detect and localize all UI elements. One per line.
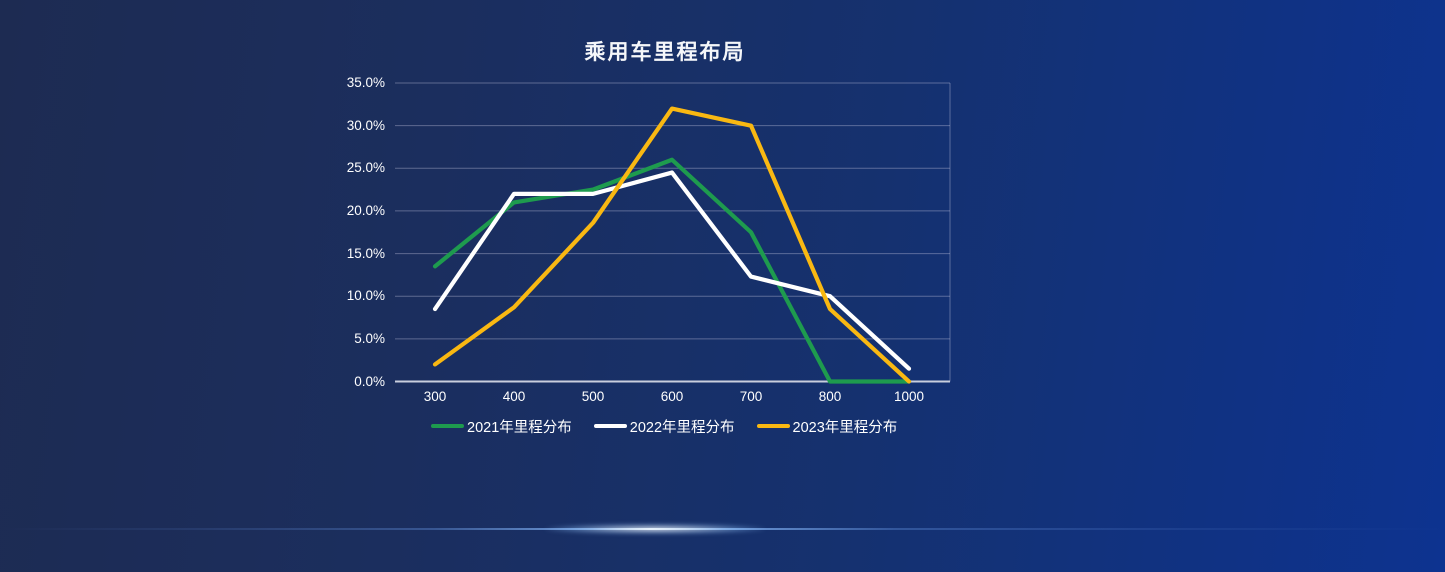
- y-tick-label: 10.0%: [346, 288, 385, 304]
- legend-label: 2023年里程分布: [792, 419, 898, 436]
- series-line-2023[interactable]: [432, 106, 912, 384]
- x-tick-label: 800: [818, 389, 842, 404]
- legend-label: 2022年里程分布: [629, 419, 735, 436]
- x-tick-label: 400: [502, 389, 526, 404]
- legend-line-swatch: [431, 423, 464, 429]
- legend-line-swatch: [756, 423, 790, 429]
- legend-label: 2021年里程分布: [467, 419, 572, 436]
- legend-item-2023[interactable]: 2023年里程分布: [756, 416, 898, 437]
- chart-legend: 2021年里程分布 2022年里程分布 2023年里程分布: [431, 416, 897, 436]
- divider-glow-line: [0, 524, 1445, 534]
- x-tick-label: 700: [739, 389, 763, 404]
- y-tick-label: 15.0%: [346, 245, 385, 261]
- y-tick-label: 30.0%: [346, 117, 385, 133]
- x-tick-label: 1000: [893, 389, 925, 404]
- y-tick-label: 35.0%: [346, 75, 385, 90]
- x-tick-label: 300: [423, 389, 447, 404]
- legend-item-2022[interactable]: 2022年里程分布: [593, 416, 735, 437]
- chart-title: 乘用车里程布局: [584, 41, 746, 64]
- x-tick-label: 600: [660, 389, 684, 404]
- legend-item-2021[interactable]: 2021年里程分布: [431, 416, 572, 437]
- y-tick-label: 0.0%: [354, 373, 385, 389]
- series-line-2022[interactable]: [432, 170, 912, 371]
- glow-highlight: [545, 524, 765, 534]
- y-tick-label: 20.0%: [346, 202, 385, 218]
- x-tick-label: 500: [581, 389, 605, 404]
- legend-line-swatch: [593, 423, 627, 429]
- y-tick-label: 5.0%: [354, 330, 385, 346]
- series-line-2021[interactable]: [432, 157, 912, 384]
- y-tick-label: 25.0%: [346, 160, 385, 176]
